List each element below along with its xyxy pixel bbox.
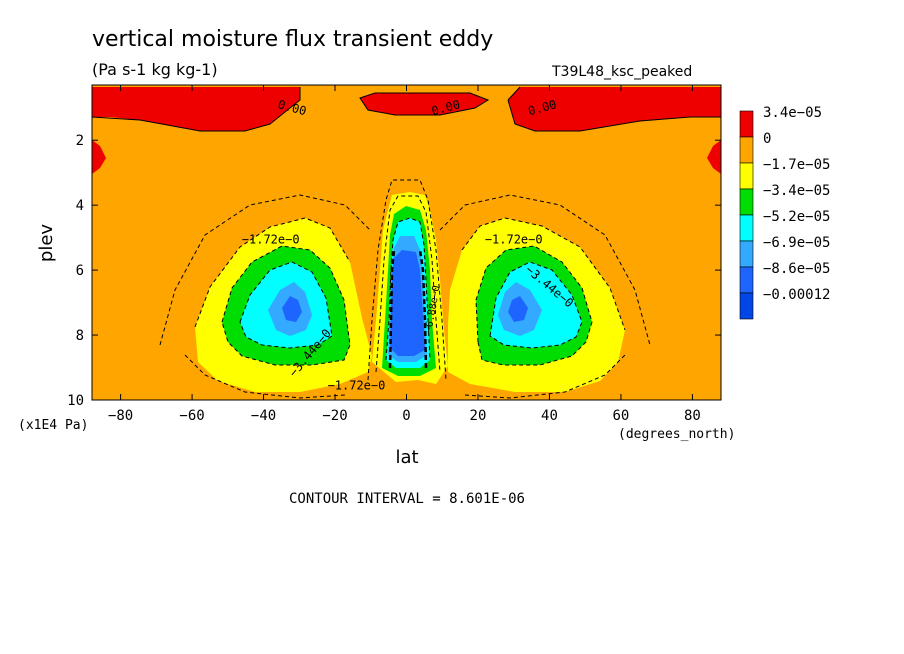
contour-center-l1 (375, 195, 441, 373)
contour-label: −1.72e−0 (485, 232, 543, 246)
x-tick-label: 80 (684, 408, 701, 424)
central-contour-2 (418, 249, 428, 369)
contour-center-outer (367, 179, 447, 381)
contour-right-l2 (475, 245, 593, 366)
x-tick-label: −20 (322, 408, 347, 424)
contour-left-l3 (239, 261, 333, 349)
contour-center-l3 (385, 217, 431, 361)
zero-contour-right (507, 86, 721, 132)
colorbar-label: −1.7e−05 (763, 157, 830, 173)
contour-lines (159, 179, 651, 399)
x-tick-label: −60 (179, 408, 204, 424)
contour-left-outer (159, 194, 371, 346)
chart-units: (Pa s-1 kg kg-1) (92, 60, 218, 79)
y-tick-label: 10 (67, 393, 84, 409)
colorbar-label: −0.00012 (763, 287, 830, 303)
central-thick-contours (388, 249, 428, 369)
fill-positive-center (360, 93, 488, 115)
x-axis-unit: (degrees_north) (618, 427, 735, 442)
run-label: T39L48_ksc_peaked (551, 64, 692, 80)
y-tick-label: 6 (76, 263, 84, 279)
zero-contours (92, 86, 721, 132)
x-tick-label: 40 (541, 408, 558, 424)
contour-right-l3 (489, 261, 583, 349)
colorbar-label: 3.4e−05 (763, 105, 822, 121)
colorbar-swatch (739, 110, 754, 138)
fill-positive-right-edge (707, 140, 721, 174)
y-axis-unit: (x1E4 Pa) (18, 418, 88, 433)
contour-label: −1.72e−0 (242, 232, 300, 246)
colorbar-swatch (739, 214, 754, 242)
contour-label: −1.72e−0 (328, 378, 386, 392)
x-tick-label: 60 (613, 408, 630, 424)
colorbar-label: −5.2e−05 (763, 209, 830, 225)
x-tick-label: 20 (470, 408, 487, 424)
contour-bottom-left (184, 354, 346, 399)
colorbar-label: 0 (763, 131, 771, 147)
contour-left-l1 (194, 217, 351, 328)
x-axis-label: lat (395, 447, 418, 468)
colorbar-label: −8.6e−05 (763, 261, 830, 277)
y-tick-label: 2 (76, 133, 84, 149)
x-tick-label: 0 (402, 408, 410, 424)
x-tick-label: −80 (108, 408, 133, 424)
fill-l5-left (282, 296, 302, 322)
y-axis-label: plev (36, 224, 57, 263)
colorbar-label: −6.9e−05 (763, 235, 830, 251)
fill-l5-right (508, 296, 528, 322)
colorbar-swatch (739, 136, 754, 164)
x-tick-label: −40 (251, 408, 276, 424)
fill-positive-left-edge (92, 140, 106, 174)
colorbar-label: −3.4e−05 (763, 183, 830, 199)
chart-title: vertical moisture flux transient eddy (92, 27, 493, 52)
axes: −80 −60 −40 −20 0 20 40 60 80 2 4 6 8 10 (67, 85, 721, 424)
fill-l5-center (390, 250, 425, 356)
y-tick-label: 8 (76, 328, 84, 344)
contour-right-l1 (461, 217, 626, 331)
colorbar-swatch (739, 188, 754, 216)
central-contour-1 (388, 249, 396, 369)
y-tick-label: 4 (76, 198, 84, 214)
contour-bottom-right (464, 354, 626, 399)
colorbar-swatch (739, 240, 754, 268)
colorbar-swatch (739, 292, 754, 320)
zero-contour-center (359, 92, 490, 116)
colorbar-legend: 3.4e−05 0 −1.7e−05 −3.4e−05 −5.2e−05 −6.9e−05… (739, 105, 830, 320)
contour-interval: CONTOUR INTERVAL = 8.601E-06 (289, 491, 525, 507)
contour-right-outer (439, 194, 651, 346)
zero-contour-left (92, 87, 301, 132)
colorbar-swatch (739, 266, 754, 294)
fill-positive-right (508, 87, 721, 131)
fill-positive-left (92, 87, 300, 131)
colorbar-swatch (739, 162, 754, 190)
contour-left-l2 (221, 245, 351, 366)
plot-area (92, 85, 721, 400)
